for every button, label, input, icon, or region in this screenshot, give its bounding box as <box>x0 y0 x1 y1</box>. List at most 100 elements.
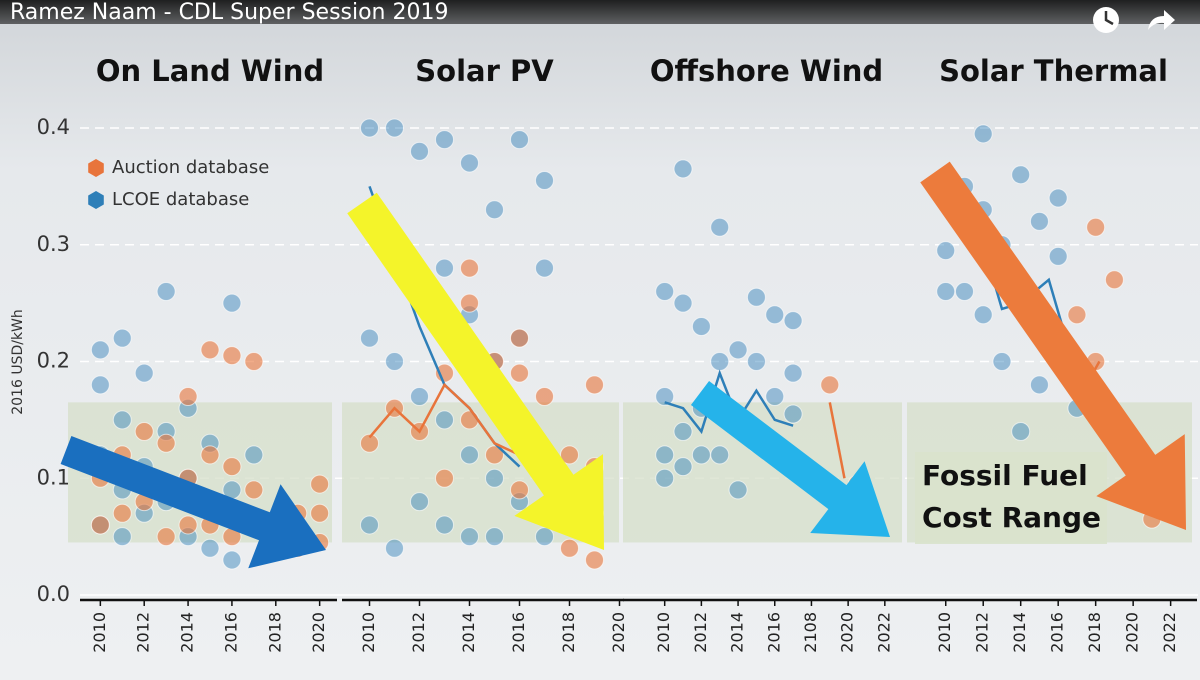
panel-title: Solar PV <box>415 54 554 88</box>
lcoe-point <box>673 457 693 477</box>
lcoe-point <box>435 515 454 535</box>
x-tick-label: 2012 <box>973 612 992 653</box>
auction-point <box>90 515 110 535</box>
x-tick-label: 2010 <box>90 612 109 653</box>
y-tick-label: 0.0 <box>37 582 70 606</box>
x-tick-label: 2020 <box>1123 612 1142 653</box>
lcoe-point <box>1048 246 1068 266</box>
lcoe-point <box>936 281 956 301</box>
auction-point <box>310 474 330 494</box>
lcoe-point <box>728 340 748 360</box>
lcoe-point <box>673 422 693 442</box>
lcoe-point <box>360 515 379 535</box>
lcoe-point <box>1011 165 1031 185</box>
auction-point <box>200 445 220 465</box>
lcoe-point <box>222 293 242 313</box>
lcoe-point <box>112 527 132 547</box>
y-tick-label: 0.2 <box>37 349 70 373</box>
lcoe-point <box>728 480 748 500</box>
auction-point <box>820 375 840 395</box>
lcoe-point <box>112 328 132 348</box>
lcoe-point <box>1011 422 1031 442</box>
lcoe-point <box>385 538 404 558</box>
lcoe-point <box>710 217 730 237</box>
auction-point <box>460 293 479 313</box>
auction-point <box>360 433 379 453</box>
video-top-bar <box>0 0 1200 24</box>
lcoe-point <box>746 287 766 307</box>
share-icon[interactable] <box>1148 10 1175 30</box>
x-tick-label: 2012 <box>691 612 710 653</box>
auction-point <box>535 387 554 407</box>
x-tick-label: 2022 <box>1160 612 1179 653</box>
x-tick-label: 2010 <box>935 612 954 653</box>
auction-point <box>156 433 176 453</box>
lcoe-point <box>710 352 730 371</box>
lcoe-point <box>90 375 110 395</box>
auction-point <box>585 550 604 570</box>
x-tick-label: 2020 <box>309 612 328 653</box>
legend-label: LCOE database <box>112 189 249 210</box>
panel-title: Offshore Wind <box>650 54 883 88</box>
auction-trend-line <box>828 402 846 479</box>
auction-point <box>112 503 132 523</box>
panel-title: Solar Thermal <box>939 54 1168 88</box>
x-tick-label: 2012 <box>409 612 428 653</box>
panel-title: On Land Wind <box>96 54 324 88</box>
lcoe-point <box>673 159 693 179</box>
auction-point <box>560 445 579 465</box>
x-tick-label: 2022 <box>874 612 893 653</box>
x-tick-label: 2014 <box>1010 612 1029 653</box>
video-title: Ramez Naam - CDL Super Session 2019 <box>10 0 449 25</box>
auction-point <box>222 457 242 477</box>
x-tick-label: 2016 <box>1048 612 1067 653</box>
legend-marker <box>88 191 104 209</box>
x-tick-label: 2018 <box>559 612 578 653</box>
auction-point <box>485 445 504 465</box>
x-tick-label: 2014 <box>178 612 197 653</box>
lcoe-point <box>1029 211 1049 231</box>
auction-point <box>178 515 198 535</box>
auction-point <box>460 258 479 278</box>
legend-label: Auction database <box>112 157 269 178</box>
x-tick-label: 2020 <box>609 612 628 653</box>
lcoe-point <box>385 118 404 138</box>
auction-point <box>156 527 176 547</box>
lcoe-point <box>460 527 479 547</box>
lcoe-point <box>765 387 785 407</box>
lcoe-point <box>783 404 803 424</box>
lcoe-point <box>222 550 242 570</box>
auction-point <box>200 340 220 360</box>
lcoe-point <box>435 130 454 150</box>
arrows <box>60 161 1186 569</box>
x-tick-label: 2016 <box>509 612 528 653</box>
lcoe-point <box>655 468 675 488</box>
auction-point <box>585 375 604 395</box>
lcoe-point <box>200 538 220 558</box>
auction-point <box>1086 217 1106 237</box>
auction-point <box>178 387 198 407</box>
x-tick-label: 2010 <box>654 612 673 653</box>
y-tick-label: 0.3 <box>37 232 70 256</box>
auction-point <box>222 346 242 366</box>
x-tick-label: 2018 <box>265 612 284 653</box>
lcoe-point <box>936 241 956 261</box>
lcoe-point <box>1048 188 1068 208</box>
legend-marker <box>88 159 104 177</box>
lcoe-point <box>385 352 404 371</box>
lcoe-point <box>460 153 479 173</box>
arrow <box>690 381 890 537</box>
lcoe-point <box>954 281 974 301</box>
lcoe-point <box>156 281 176 301</box>
y-tick-label: 0.4 <box>37 115 70 139</box>
auction-point <box>510 480 529 500</box>
watch-later-icon[interactable] <box>1093 7 1119 33</box>
auction-point <box>560 538 579 558</box>
lcoe-point <box>410 492 429 512</box>
auction-point <box>244 352 264 371</box>
annotation-text: Cost Range <box>922 501 1101 534</box>
lcoe-point <box>1029 375 1049 395</box>
x-tick-label: 2020 <box>838 612 857 653</box>
